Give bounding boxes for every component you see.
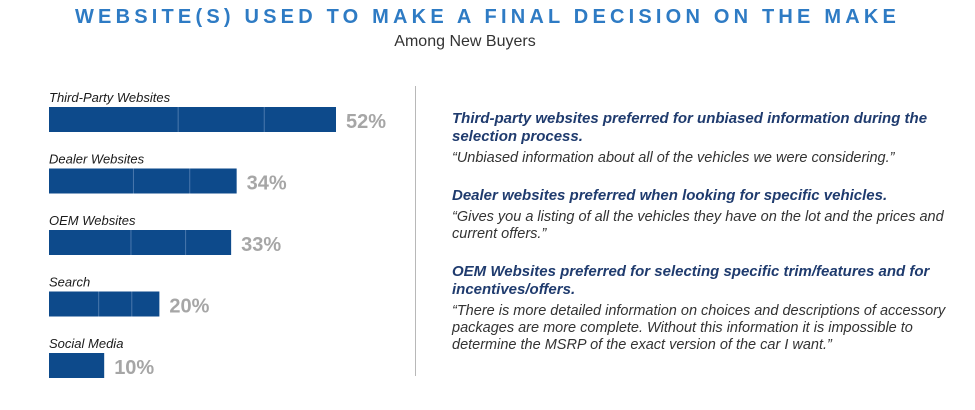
bar-label-social-media: Social Media bbox=[49, 336, 123, 351]
bar-label-oem-websites: OEM Websites bbox=[49, 213, 136, 228]
divider bbox=[415, 86, 416, 376]
value-label-social-media: 10% bbox=[114, 357, 154, 379]
bar-oem-websites bbox=[49, 230, 232, 255]
chart-title: WEBSITE(S) USED TO MAKE A FINAL DECISION… bbox=[74, 6, 901, 28]
note-dealer: Dealer websites preferred when looking f… bbox=[452, 187, 952, 243]
note-oem: OEM Websites preferred for selecting spe… bbox=[452, 263, 952, 354]
value-label-search: 20% bbox=[169, 296, 209, 318]
note-heading: Dealer websites preferred when looking f… bbox=[452, 187, 888, 204]
bar-chart: Third-Party Websites 52% Dealer Websites 34… bbox=[49, 90, 386, 379]
notes-panel: Third-party websites preferred for unbia… bbox=[452, 110, 952, 374]
value-label-third-party-websites: 52% bbox=[346, 111, 386, 133]
bar-search bbox=[49, 291, 160, 317]
bar-dealer-websites bbox=[49, 168, 237, 194]
bar-social-media bbox=[49, 353, 105, 378]
value-label-dealer-websites: 34% bbox=[247, 173, 287, 195]
note-quote: “There is more detailed information on c… bbox=[452, 303, 946, 353]
bar-label-third-party-websites: Third-Party Websites bbox=[49, 90, 171, 105]
note-heading: OEM Websites preferred for selecting spe… bbox=[452, 263, 930, 298]
note-quote: “Gives you a listing of all the vehicles… bbox=[452, 209, 944, 242]
note-heading: Third-party websites preferred for unbia… bbox=[452, 110, 928, 145]
bar-label-dealer-websites: Dealer Websites bbox=[49, 152, 145, 167]
bar-label-search: Search bbox=[49, 275, 90, 290]
value-label-oem-websites: 33% bbox=[241, 234, 281, 256]
chart-subtitle: Among New Buyers bbox=[394, 33, 536, 50]
note-third-party: Third-party websites preferred for unbia… bbox=[452, 110, 952, 167]
bar-third-party-websites bbox=[49, 107, 336, 132]
note-quote: “Unbiased information about all of the v… bbox=[452, 150, 895, 166]
